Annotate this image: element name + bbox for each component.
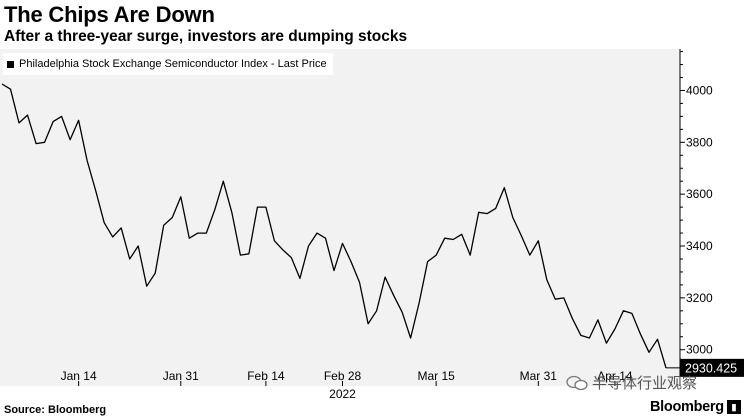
- legend: Philadelphia Stock Exchange Semiconducto…: [3, 53, 333, 75]
- watermark-text: 半导体行业观察: [592, 375, 698, 392]
- x-tick-label: Mar 15: [417, 369, 455, 383]
- series-line: [1, 83, 667, 369]
- y-tick-label: 3600: [686, 187, 713, 201]
- wechat-icon: [566, 375, 588, 390]
- last-value-box: [680, 358, 744, 377]
- last-value-label: 2930.425: [685, 361, 737, 375]
- y-tick-label: 3800: [686, 135, 713, 149]
- x-tick-label: Feb 28: [324, 369, 362, 383]
- bloomberg-mark-icon: ▮: [726, 400, 741, 414]
- x-tick-label: Jan 31: [163, 369, 199, 383]
- y-tick-label: 3400: [686, 239, 713, 253]
- bloomberg-wordmark: Bloomberg: [650, 399, 724, 415]
- x-tick-label: Mar 31: [520, 369, 558, 383]
- bloomberg-logo: Bloomberg ▮: [650, 399, 741, 415]
- x-tick-label: Feb 14: [247, 369, 285, 383]
- y-tick-label: 3200: [686, 291, 713, 305]
- y-tick-label: 3000: [686, 343, 713, 357]
- watermark: 半导体行业观察: [566, 372, 697, 393]
- y-tick-label: 4000: [686, 83, 713, 97]
- chart-subtitle: After a three-year surge, investors are …: [4, 28, 408, 45]
- legend-label: Philadelphia Stock Exchange Semiconducto…: [19, 58, 327, 70]
- chart-title: The Chips Are Down: [4, 2, 215, 27]
- legend-swatch: [7, 60, 14, 68]
- plot-area: [0, 49, 680, 386]
- x-tick-label: Apr 14: [597, 369, 633, 383]
- source-note: Source: Bloomberg: [4, 404, 107, 416]
- x-tick-label: Jan 14: [61, 369, 97, 383]
- x-year-label: 2022: [329, 387, 356, 401]
